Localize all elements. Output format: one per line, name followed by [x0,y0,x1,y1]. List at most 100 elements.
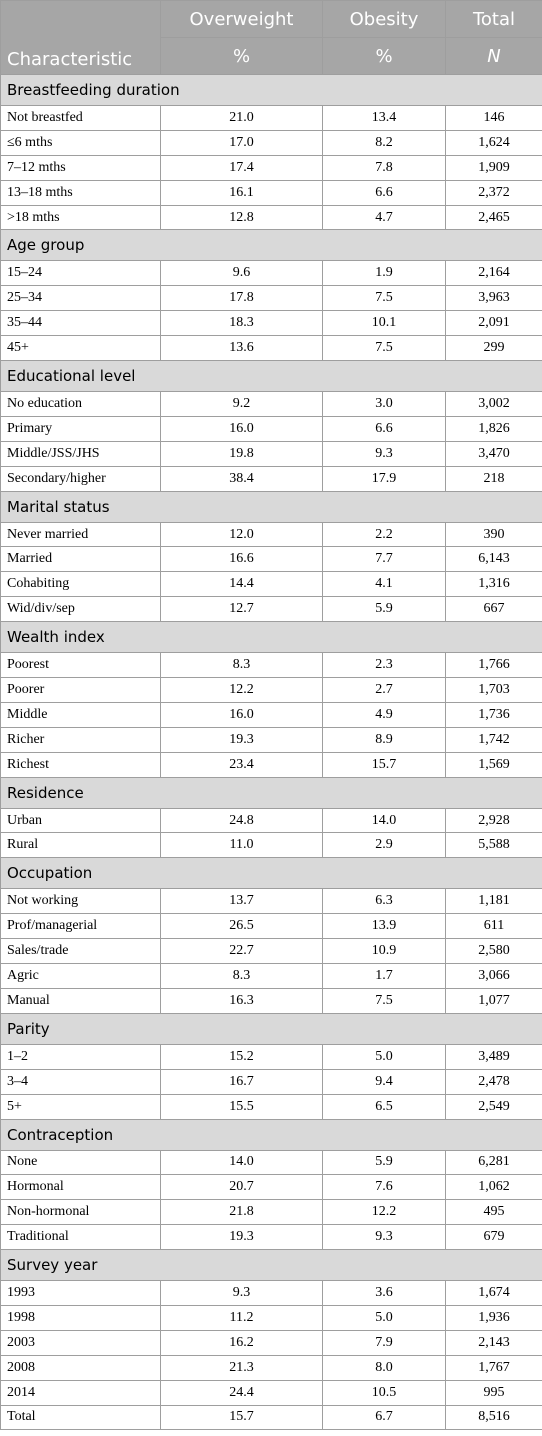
cell: 9.6 [160,260,323,287]
section-row: Marital status [0,490,542,523]
row-label: Hormonal [0,1174,161,1201]
cell: 26.5 [160,913,323,940]
cell: 10.5 [322,1379,446,1406]
cell: 17.9 [322,465,446,492]
cell: 10.9 [322,938,446,965]
section-title: Residence [0,776,542,809]
row-label: Total [0,1404,161,1431]
data-row: 2008 21.3 8.0 1,767 [0,1354,542,1381]
cell: 1,936 [445,1304,542,1331]
row-label: 35–44 [0,310,161,337]
cell: 146 [445,105,542,131]
row-label: Sales/trade [0,938,161,965]
row-label: Middle [0,701,161,728]
row-label: 25–34 [0,285,161,312]
cell: 16.6 [160,546,323,573]
cell: 1,909 [445,154,542,181]
cell: 1,674 [445,1280,542,1306]
row-label: 5+ [0,1093,161,1120]
cell: 19.3 [160,1224,323,1251]
section-row: Parity [0,1012,542,1045]
cell: 5,588 [445,832,542,859]
cell: 11.0 [160,832,323,859]
cell: 2.2 [322,521,446,548]
section-row: Contraception [0,1118,542,1151]
row-label: 1998 [0,1304,161,1331]
cell: 15.2 [160,1043,323,1070]
cell: 9.2 [160,391,323,417]
row-label: 3–4 [0,1068,161,1095]
cell: 3.0 [322,391,446,417]
cell: 7.5 [322,335,446,362]
cell: 2,478 [445,1068,542,1095]
cell: 12.7 [160,596,323,623]
data-row: >18 mths 12.8 4.7 2,465 [0,204,542,231]
cell: 7.9 [322,1329,446,1356]
data-row: Sales/trade 22.7 10.9 2,580 [0,938,542,965]
row-label: Poorer [0,677,161,703]
cell: 5.0 [322,1043,446,1070]
cell: 611 [445,913,542,940]
data-row: 7–12 mths 17.4 7.8 1,909 [0,154,542,181]
section-title: Contraception [0,1118,542,1151]
cell: 15.7 [322,751,446,778]
cell: 7.7 [322,546,446,573]
header-cell: Total [445,0,542,38]
cell: 9.3 [160,1280,323,1306]
cell: 13.7 [160,888,323,915]
cell: 24.4 [160,1379,323,1406]
cell: 1,703 [445,677,542,703]
cell: 1,742 [445,726,542,753]
data-row: No education 9.2 3.0 3,002 [0,391,542,417]
cell: 7.6 [322,1174,446,1201]
cell: 7.5 [322,987,446,1014]
cell: 38.4 [160,465,323,492]
data-row: Traditional 19.3 9.3 679 [0,1224,542,1251]
cell: 1,767 [445,1354,542,1381]
cell: 5.9 [322,596,446,623]
cell: 7.5 [322,285,446,312]
data-row: 1993 9.3 3.6 1,674 [0,1280,542,1306]
data-row: Secondary/higher 38.4 17.9 218 [0,465,542,492]
cell: 2,372 [445,179,542,206]
cell: 6.6 [322,179,446,206]
cell: 23.4 [160,751,323,778]
row-label: Not breastfed [0,105,161,131]
row-label: Non-hormonal [0,1199,161,1226]
section-title: Age group [0,229,542,262]
cell: 11.2 [160,1304,323,1331]
section-title: Breastfeeding duration [0,74,542,106]
cell: 10.1 [322,310,446,337]
cell: 995 [445,1379,542,1406]
cell: 16.7 [160,1068,323,1095]
data-row: Hormonal 20.7 7.6 1,062 [0,1174,542,1201]
cell: 21.3 [160,1354,323,1381]
cell: 12.8 [160,204,323,231]
cell: 16.0 [160,415,323,442]
cell: 14.4 [160,571,323,598]
data-row: Urban 24.8 14.0 2,928 [0,807,542,834]
cell: 2,143 [445,1329,542,1356]
header-cell: Obesity [322,0,446,38]
section-title: Wealth index [0,621,542,654]
cell: 17.0 [160,129,323,156]
data-row: Middle 16.0 4.9 1,736 [0,701,542,728]
cell: 12.2 [160,677,323,703]
cell: 667 [445,596,542,623]
cell: 1,624 [445,129,542,156]
data-row: 15–24 9.6 1.9 2,164 [0,260,542,287]
data-row: 5+ 15.5 6.5 2,549 [0,1093,542,1120]
data-row: 2003 16.2 7.9 2,143 [0,1329,542,1356]
cell: 1,826 [445,415,542,442]
section-row: Residence [0,776,542,809]
cell: 19.8 [160,440,323,467]
row-label: Poorest [0,652,161,679]
data-row: Wid/div/sep 12.7 5.9 667 [0,596,542,623]
cell: 24.8 [160,807,323,834]
cell: 390 [445,521,542,548]
data-row: 25–34 17.8 7.5 3,963 [0,285,542,312]
data-row: Not working 13.7 6.3 1,181 [0,888,542,915]
cell: 3,470 [445,440,542,467]
cell: 8.2 [322,129,446,156]
